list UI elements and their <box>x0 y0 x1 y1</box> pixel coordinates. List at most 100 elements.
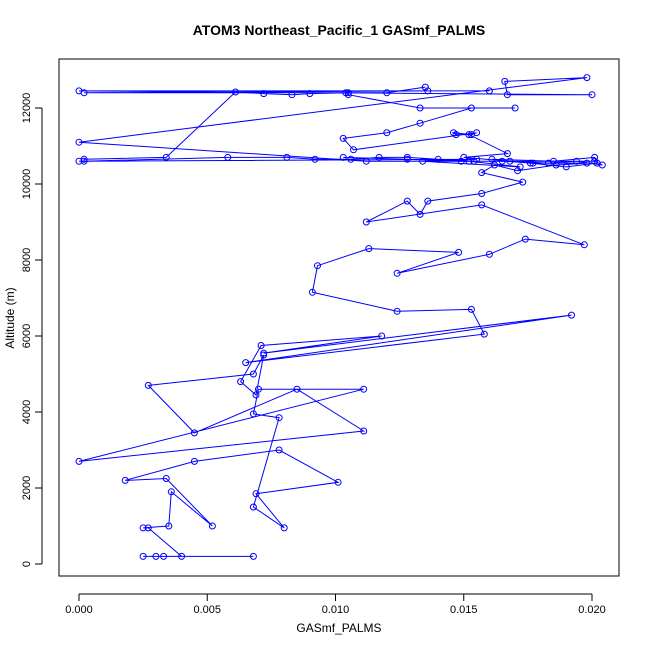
x-axis-label: GASmf_PALMS <box>296 621 381 635</box>
data-point <box>121 476 129 484</box>
data-point <box>237 378 245 386</box>
data-point <box>80 157 88 165</box>
data-point <box>257 342 265 349</box>
x-tick-label: 0.005 <box>193 604 221 616</box>
data-point <box>249 370 257 378</box>
data-point <box>75 87 83 95</box>
data-point <box>403 155 411 163</box>
data-point <box>178 552 186 560</box>
data-point <box>344 89 352 97</box>
data-point <box>529 159 537 167</box>
data-point <box>190 457 198 465</box>
data-point <box>139 552 147 560</box>
data-point <box>80 155 88 163</box>
data-point <box>288 91 296 99</box>
data-point <box>308 288 316 296</box>
data-point <box>339 153 347 161</box>
data-point <box>488 155 496 163</box>
data-point <box>465 131 473 139</box>
data-point <box>152 552 160 560</box>
data-point <box>162 475 170 482</box>
data-point <box>252 490 260 498</box>
data-point <box>293 385 301 393</box>
data-point <box>478 169 486 177</box>
x-tick-label: 0.015 <box>450 604 478 616</box>
data-point <box>190 429 198 437</box>
data-point <box>260 349 268 357</box>
data-point <box>283 153 291 161</box>
data-point <box>339 134 347 142</box>
data-point <box>457 157 465 165</box>
data-point <box>255 385 262 393</box>
data-point <box>485 87 493 95</box>
data-point <box>162 153 170 161</box>
data-point <box>275 446 283 454</box>
data-point <box>362 218 370 226</box>
data-point <box>167 488 175 496</box>
data-point <box>260 90 268 98</box>
data-point <box>521 235 529 243</box>
data-point <box>480 330 488 338</box>
data-point <box>591 153 599 161</box>
y-tick-label: 4000 <box>21 400 33 424</box>
data-point <box>526 159 534 167</box>
data-point <box>455 248 463 256</box>
data-point <box>511 104 519 112</box>
data-point <box>232 88 239 96</box>
data-point <box>249 552 257 560</box>
data-point <box>334 478 342 486</box>
data-point <box>306 90 314 98</box>
data-point <box>249 410 257 418</box>
data-point <box>503 150 511 158</box>
data-point <box>393 269 401 277</box>
data-point <box>485 250 493 258</box>
series-layer <box>75 74 606 560</box>
data-point <box>503 91 511 99</box>
data-point <box>165 522 173 530</box>
data-point <box>416 104 424 112</box>
data-point <box>383 89 391 97</box>
data-point <box>75 457 83 465</box>
data-point <box>252 391 260 399</box>
x-tick-label: 0.020 <box>578 604 606 616</box>
data-point <box>516 163 524 171</box>
data-point <box>75 138 83 146</box>
data-point <box>588 91 596 99</box>
data-point <box>144 381 152 389</box>
data-point <box>347 155 355 163</box>
chart-title: ATOM3 Northeast_Pacific_1 GASmf_PALMS <box>193 22 486 38</box>
data-point <box>416 119 424 127</box>
data-point <box>383 129 391 137</box>
data-point <box>421 83 429 91</box>
data-point <box>478 201 486 209</box>
y-tick-label: 6000 <box>21 324 33 348</box>
data-point <box>360 385 368 393</box>
data-point <box>467 305 475 313</box>
data-point <box>583 74 591 82</box>
data-point <box>208 522 216 530</box>
plot-frame <box>58 58 620 577</box>
data-point <box>598 161 606 169</box>
series-2 <box>80 83 606 169</box>
data-point <box>378 332 386 340</box>
series-line <box>78 77 598 557</box>
data-point <box>311 155 319 163</box>
data-point <box>280 524 288 532</box>
y-tick-label: 8000 <box>21 248 33 272</box>
data-point <box>375 153 383 161</box>
data-point <box>519 178 527 186</box>
data-point <box>224 153 232 161</box>
data-point <box>467 104 475 112</box>
data-point <box>403 197 411 205</box>
data-point <box>573 157 581 165</box>
data-point <box>360 427 368 435</box>
data-point <box>416 210 424 218</box>
data-point <box>275 414 283 422</box>
data-point <box>403 153 411 161</box>
data-point <box>242 359 250 367</box>
x-tick-label: 0.000 <box>65 604 93 616</box>
data-point <box>314 262 321 270</box>
data-point <box>160 552 168 560</box>
data-point <box>580 241 588 249</box>
